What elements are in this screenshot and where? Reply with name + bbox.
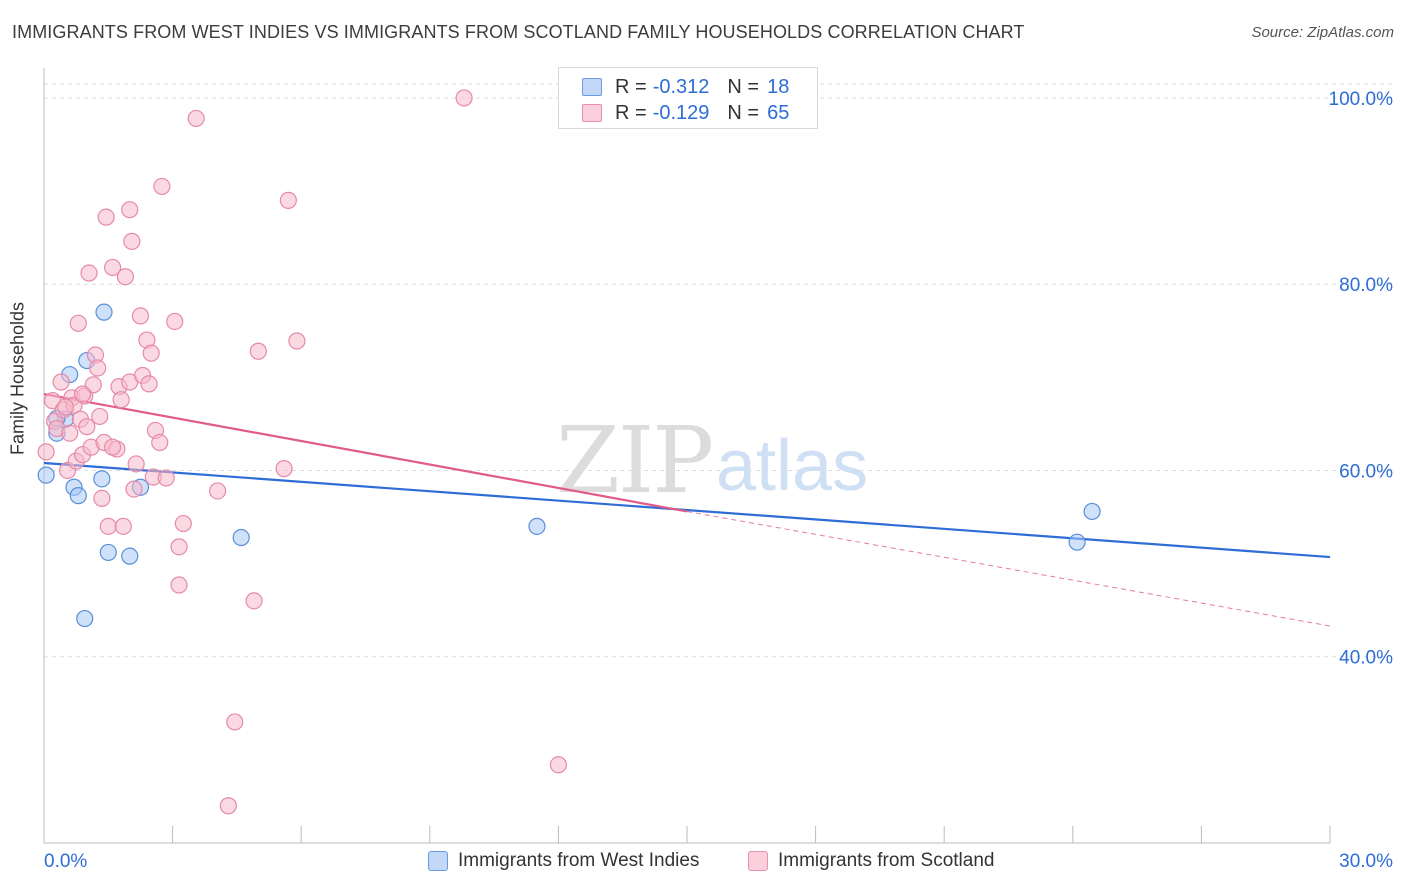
data-point-scotland — [123, 232, 141, 250]
data-point-scotland — [37, 443, 55, 461]
data-point-west-indies — [232, 528, 250, 547]
data-point-west-indies — [76, 609, 94, 628]
legend-n-label: N = — [727, 75, 760, 98]
data-point-west-indies — [528, 517, 546, 535]
data-point-scotland — [170, 576, 188, 594]
data-point-scotland — [80, 264, 98, 282]
source-credit: Source: ZipAtlas.com — [1251, 24, 1394, 41]
data-point-scotland — [249, 342, 267, 360]
data-point-west-indies — [95, 303, 113, 321]
data-point-west-indies — [69, 487, 87, 505]
data-point-west-indies — [121, 547, 139, 565]
legend-swatch-blue — [582, 78, 602, 96]
watermark-atlas: atlas — [716, 426, 868, 506]
data-point-scotland — [288, 332, 306, 350]
data-point-scotland — [455, 89, 473, 107]
data-point-west-indies — [99, 543, 117, 562]
data-point-scotland — [61, 424, 79, 442]
data-point-scotland — [127, 455, 145, 473]
data-point-west-indies — [1083, 502, 1101, 521]
data-point-scotland — [56, 398, 75, 416]
data-point-west-indies — [1068, 533, 1086, 551]
legend-n-value: 18 — [767, 75, 790, 98]
data-point-scotland — [275, 460, 293, 478]
data-point-scotland — [219, 797, 237, 815]
y-tick-labels: 100.0% 80.0% 60.0% 40.0% — [1329, 89, 1394, 669]
legend-n-label: N = — [727, 101, 760, 124]
data-point-scotland — [153, 177, 171, 196]
data-point-west-indies — [93, 470, 111, 488]
trendline-west-indies — [43, 461, 1331, 559]
legend-label: Immigrants from West Indies — [458, 850, 700, 871]
legend-row-west-indies: R = -0.312 N = 18 — [582, 74, 790, 100]
data-point-scotland — [91, 407, 109, 426]
legend-item-scotland: Immigrants from Scotland — [748, 850, 994, 872]
legend-item-west-indies: Immigrants from West Indies — [428, 850, 699, 872]
data-point-scotland — [125, 480, 143, 498]
data-point-west-indies — [37, 466, 55, 484]
data-point-scotland — [157, 469, 175, 487]
data-point-scotland — [112, 391, 130, 409]
data-point-scotland — [69, 314, 87, 332]
legend-swatch-pink — [748, 851, 768, 871]
data-point-scotland — [97, 208, 115, 226]
x-tick-label-min: 0.0% — [44, 851, 88, 872]
data-point-scotland — [52, 373, 70, 391]
data-point-scotland — [140, 375, 158, 393]
legend-swatch-blue — [428, 851, 448, 871]
legend-r-label: R = — [615, 75, 647, 98]
legend-r-value: -0.129 — [652, 101, 710, 124]
data-point-scotland — [116, 268, 135, 286]
trendline-scotland — [43, 393, 688, 513]
data-point-scotland — [174, 514, 192, 533]
legend-r-value: -0.312 — [652, 75, 710, 98]
legend-row-scotland: R = -0.129 N = 65 — [582, 100, 790, 126]
legend-n-value: 65 — [767, 101, 790, 124]
data-point-scotland — [142, 344, 160, 362]
trendline-scotland-extension — [686, 510, 1331, 627]
data-point-scotland — [226, 713, 244, 731]
data-point-scotland — [99, 517, 117, 535]
data-point-scotland — [279, 191, 297, 209]
data-point-scotland — [103, 438, 122, 456]
y-tick-label: 100.0% — [1329, 89, 1394, 110]
data-point-scotland — [78, 418, 96, 436]
x-tick-label-max: 30.0% — [1339, 851, 1393, 872]
watermark-zip: ZIP — [556, 407, 712, 514]
data-point-scotland — [187, 109, 205, 128]
data-point-scotland — [131, 307, 150, 325]
data-point-scotland — [103, 258, 122, 277]
data-point-scotland — [121, 201, 139, 219]
legend-swatch-pink — [582, 104, 602, 122]
data-point-scotland — [73, 385, 92, 403]
data-point-scotland — [170, 538, 188, 556]
legend-label: Immigrants from Scotland — [778, 850, 995, 871]
data-point-scotland — [88, 359, 107, 377]
data-point-scotland — [93, 489, 111, 508]
y-axis-label: Family Households — [7, 301, 28, 455]
chart-title: IMMIGRANTS FROM WEST INDIES VS IMMIGRANT… — [12, 22, 1025, 42]
data-point-scotland — [166, 312, 184, 331]
data-point-scotland — [245, 592, 263, 610]
point-layer — [37, 89, 1101, 815]
data-point-scotland — [114, 517, 132, 535]
watermark: ZIP atlas — [556, 407, 868, 514]
y-tick-label: 60.0% — [1339, 461, 1393, 482]
data-point-scotland — [209, 482, 227, 500]
data-point-scotland — [549, 756, 568, 774]
y-tick-label: 40.0% — [1339, 648, 1393, 669]
y-tick-label: 80.0% — [1339, 275, 1393, 296]
trend-layer — [43, 393, 1331, 627]
data-point-scotland — [151, 433, 169, 452]
correlation-legend: R = -0.312 N = 18 R = -0.129 N = 65 — [558, 67, 818, 129]
series-legend: Immigrants from West Indies Immigrants f… — [0, 850, 1406, 878]
grid-layer — [44, 83, 1392, 658]
legend-r-label: R = — [615, 101, 647, 124]
